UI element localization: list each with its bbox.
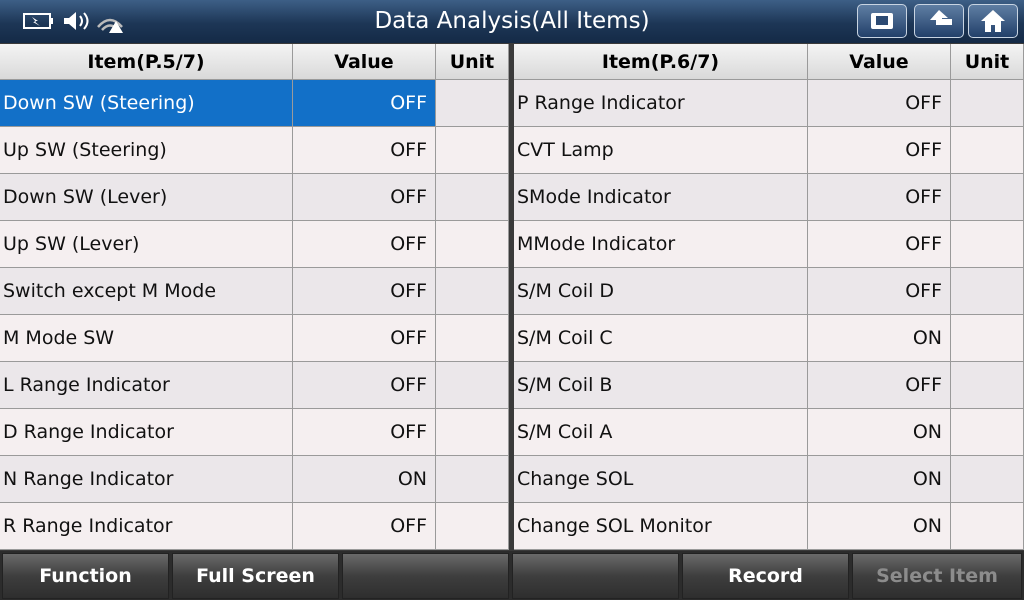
item-cell[interactable]: SMode Indicator: [514, 174, 808, 221]
item-cell[interactable]: Up SW (Steering): [0, 127, 293, 174]
item-cell[interactable]: Change SOL Monitor: [514, 503, 808, 550]
icon: [981, 10, 1005, 32]
value-cell[interactable]: ON: [808, 503, 951, 550]
item-cell[interactable]: M Mode SW: [0, 315, 293, 362]
column-header: Item(P.6/7): [514, 44, 808, 80]
value-cell[interactable]: OFF: [293, 503, 436, 550]
item-cell[interactable]: S/M Coil A: [514, 409, 808, 456]
empty-button: [512, 553, 679, 599]
item-cell[interactable]: Down SW (Lever): [0, 174, 293, 221]
column-header: Item(P.5/7): [0, 44, 293, 80]
item-cell[interactable]: CVT Lamp: [514, 127, 808, 174]
item-cell[interactable]: S/M Coil D: [514, 268, 808, 315]
column-header: Unit: [436, 44, 509, 80]
value-cell[interactable]: ON: [808, 409, 951, 456]
item-cell[interactable]: Down SW (Steering): [0, 80, 293, 127]
value-cell[interactable]: OFF: [808, 127, 951, 174]
unit-cell[interactable]: [436, 503, 509, 550]
value-cell[interactable]: OFF: [293, 409, 436, 456]
back-button[interactable]: [914, 4, 964, 38]
value-cell[interactable]: OFF: [293, 362, 436, 409]
unit-cell[interactable]: [951, 221, 1024, 268]
item-cell[interactable]: S/M Coil C: [514, 315, 808, 362]
value-cell[interactable]: OFF: [808, 174, 951, 221]
unit-cell[interactable]: [436, 456, 509, 503]
record-button[interactable]: Record: [682, 553, 849, 599]
unit-cell[interactable]: [951, 315, 1024, 362]
toolbar: Function Full Screen Record Select Item: [0, 551, 1024, 600]
item-cell[interactable]: S/M Coil B: [514, 362, 808, 409]
value-cell[interactable]: OFF: [808, 362, 951, 409]
full-screen-button[interactable]: Full Screen: [172, 553, 339, 599]
screen-title: Data Analysis(All Items): [374, 8, 650, 34]
item-cell[interactable]: MMode Indicator: [514, 221, 808, 268]
unit-cell[interactable]: [951, 409, 1024, 456]
unit-cell[interactable]: [951, 503, 1024, 550]
unit-cell[interactable]: [436, 409, 509, 456]
screenshot-button[interactable]: [857, 4, 907, 38]
unit-cell[interactable]: [951, 268, 1024, 315]
value-cell[interactable]: OFF: [293, 127, 436, 174]
value-cell[interactable]: OFF: [808, 268, 951, 315]
unit-cell[interactable]: [951, 362, 1024, 409]
home-button[interactable]: [968, 4, 1018, 38]
value-cell[interactable]: ON: [293, 456, 436, 503]
item-cell[interactable]: Switch except M Mode: [0, 268, 293, 315]
item-cell[interactable]: P Range Indicator: [514, 80, 808, 127]
value-cell[interactable]: OFF: [293, 268, 436, 315]
data-table: Item(P.5/7) Value Unit Down SW (Steering) OF…: [0, 44, 509, 550]
value-cell[interactable]: ON: [808, 315, 951, 362]
unit-cell[interactable]: [436, 362, 509, 409]
item-cell[interactable]: Change SOL: [514, 456, 808, 503]
unit-cell[interactable]: [436, 268, 509, 315]
item-cell[interactable]: D Range Indicator: [0, 409, 293, 456]
unit-cell[interactable]: [436, 80, 509, 127]
item-cell[interactable]: Up SW (Lever): [0, 221, 293, 268]
icon: [930, 10, 952, 25]
title-bar: Data Analysis(All Items): [0, 0, 1024, 43]
item-cell[interactable]: N Range Indicator: [0, 456, 293, 503]
column-header: Value: [808, 44, 951, 80]
item-cell[interactable]: R Range Indicator: [0, 503, 293, 550]
value-cell[interactable]: ON: [808, 456, 951, 503]
column-header: Unit: [951, 44, 1024, 80]
data-table: Item(P.6/7) Value Unit P Range Indicator OFF…: [514, 44, 1024, 550]
function-button[interactable]: Function: [2, 553, 169, 599]
status-icons: [23, 12, 123, 33]
value-cell[interactable]: OFF: [293, 80, 436, 127]
item-cell[interactable]: L Range Indicator: [0, 362, 293, 409]
value-cell[interactable]: OFF: [293, 221, 436, 268]
value-cell[interactable]: OFF: [293, 174, 436, 221]
value-cell[interactable]: OFF: [293, 315, 436, 362]
unit-cell[interactable]: [436, 174, 509, 221]
unit-cell[interactable]: [951, 456, 1024, 503]
unit-cell[interactable]: [436, 221, 509, 268]
icon: [871, 13, 893, 29]
unit-cell[interactable]: [436, 315, 509, 362]
unit-cell[interactable]: [951, 80, 1024, 127]
empty-button: [342, 553, 509, 599]
column-header: Value: [293, 44, 436, 80]
unit-cell[interactable]: [951, 174, 1024, 221]
value-cell[interactable]: OFF: [808, 80, 951, 127]
select-item-button: Select Item: [852, 553, 1022, 599]
value-cell[interactable]: OFF: [808, 221, 951, 268]
unit-cell[interactable]: [951, 127, 1024, 174]
unit-cell[interactable]: [436, 127, 509, 174]
